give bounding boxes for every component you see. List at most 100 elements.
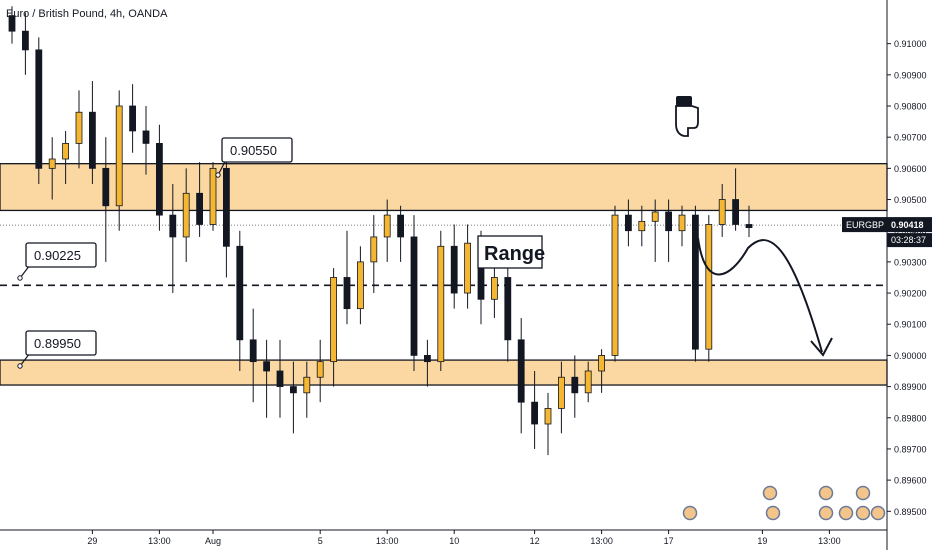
- candle: [343, 230, 351, 325]
- candle: [678, 205, 686, 247]
- candle-body-up: [611, 214, 619, 356]
- candle: [236, 230, 244, 371]
- candle-body-up: [75, 111, 83, 144]
- candle-body-down: [196, 192, 204, 225]
- zone-label-bottom: 0.89950: [17, 330, 97, 369]
- time-tick-label: 5: [318, 536, 323, 546]
- event-marker-icon: [818, 485, 834, 501]
- price-tick-label: 0.90500: [894, 195, 927, 205]
- time-tick-label: 13:00: [148, 536, 171, 546]
- candle-body-up: [638, 220, 646, 232]
- candle: [517, 318, 525, 434]
- candle-body-up: [558, 376, 565, 409]
- candle: [249, 308, 257, 403]
- time-axis: 29 13:00 Aug 5 13:00 10 12 13:00 17 19 13:00: [0, 529, 887, 546]
- candle: [155, 124, 163, 231]
- candle-body-down: [236, 245, 244, 341]
- candle: [490, 261, 498, 318]
- candle: [571, 355, 579, 418]
- candle-body-down: [732, 199, 739, 225]
- time-tick-label: 13:00: [376, 536, 399, 546]
- range-annotation: Range: [477, 235, 545, 269]
- candle-body-down: [665, 211, 672, 232]
- price-tick-label: 0.90000: [894, 351, 927, 361]
- candle: [62, 130, 69, 184]
- symbol-badge-bg: [842, 217, 932, 233]
- price-tick-label: 0.89800: [894, 413, 927, 423]
- dashed-level-label-text: 0.90225: [34, 248, 81, 263]
- dashed-level-label-box: [25, 242, 97, 268]
- event-marker-icon: [870, 505, 886, 521]
- zone-label-bottom-text: 0.89950: [34, 336, 81, 351]
- candle-body-down: [21, 30, 29, 51]
- candle: [276, 339, 284, 418]
- time-tick-label: 17: [664, 536, 674, 546]
- candle: [196, 162, 204, 237]
- candle: [598, 349, 605, 393]
- price-tick-label: 0.90900: [894, 70, 927, 80]
- candle-body-up: [330, 277, 338, 363]
- candle: [745, 205, 753, 237]
- zone-label-bottom-anchor: [17, 363, 23, 369]
- candle-body-down: [249, 339, 257, 363]
- event-marker-icon: [762, 485, 778, 501]
- candle: [289, 361, 297, 434]
- projection-arrowhead: [810, 337, 833, 357]
- candle: [437, 230, 445, 371]
- candle: [705, 215, 713, 362]
- candle: [209, 162, 217, 231]
- candle-body-down: [423, 355, 431, 363]
- candle-body-down: [142, 130, 150, 144]
- candle-body-down: [397, 214, 405, 238]
- candle: [531, 371, 538, 449]
- candle: [222, 162, 230, 278]
- candle-body-down: [35, 49, 43, 169]
- candle-body-up: [303, 376, 311, 394]
- countdown-text: 03:28:37: [891, 235, 926, 245]
- symbol-badge-text: EURGBP: [846, 220, 884, 230]
- countdown-bg: [887, 233, 932, 248]
- candle-body-up: [718, 199, 726, 225]
- candle: [75, 90, 83, 169]
- candle-body-down: [625, 214, 632, 232]
- candle-body-up: [437, 245, 445, 363]
- price-tick-label: 0.90100: [894, 320, 927, 330]
- pointing-hand-icon: [675, 96, 699, 137]
- candle: [558, 361, 565, 434]
- candle: [383, 199, 391, 262]
- last-price-badge: EURGBP 0.90418 03:28:37: [842, 217, 932, 248]
- event-marker-icon: [838, 505, 854, 521]
- candle: [48, 137, 56, 200]
- price-tick-label: 0.90600: [894, 164, 927, 174]
- price-tick-label: 0.89900: [894, 382, 927, 392]
- zone-label-top: 0.90550: [215, 137, 293, 178]
- dashed-level-label-anchor: [17, 275, 23, 281]
- zone-label-top-anchor: [215, 172, 221, 178]
- candle: [732, 168, 739, 231]
- candle-body-down: [504, 277, 512, 341]
- candle-body-down: [289, 386, 297, 394]
- candle-body-down: [276, 370, 284, 387]
- price-tick-label: 0.89600: [894, 476, 927, 486]
- time-tick-label: 10: [449, 536, 459, 546]
- candle: [182, 168, 190, 262]
- candle-body-down: [531, 401, 538, 425]
- event-marker-icon: [818, 505, 834, 521]
- candle-body-down: [692, 214, 699, 350]
- candle-body-up: [584, 370, 592, 394]
- candle: [316, 339, 324, 403]
- price-tick-label: 0.90200: [894, 289, 927, 299]
- candle: [638, 205, 646, 247]
- event-marker-icon: [765, 505, 781, 521]
- candle-body-up: [182, 192, 190, 238]
- time-tick-label: 19: [757, 536, 767, 546]
- hand-cuff: [676, 96, 692, 106]
- candle: [35, 37, 43, 184]
- price-tick-label: 0.90800: [894, 102, 927, 112]
- candle-body-down: [155, 143, 163, 216]
- candle: [504, 261, 512, 362]
- chart-title: Euro / British Pound, 4h, OANDA: [6, 8, 168, 20]
- candle: [718, 183, 726, 237]
